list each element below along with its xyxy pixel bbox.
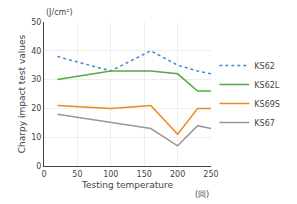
svg-text:KS62L: KS62L xyxy=(254,81,280,90)
svg-text:50: 50 xyxy=(31,18,41,27)
svg-text:40: 40 xyxy=(31,47,41,56)
svg-text:30: 30 xyxy=(31,75,41,84)
svg-text:250: 250 xyxy=(203,170,218,179)
svg-text:(回): (回) xyxy=(195,190,209,199)
svg-text:50: 50 xyxy=(72,170,82,179)
svg-text:(J/cm²): (J/cm²) xyxy=(46,8,73,17)
svg-text:0: 0 xyxy=(36,162,41,171)
svg-text:20: 20 xyxy=(31,104,41,113)
svg-text:KS62: KS62 xyxy=(254,62,275,71)
svg-text:200: 200 xyxy=(170,170,185,179)
svg-text:KS69S: KS69S xyxy=(254,100,280,109)
svg-text:100: 100 xyxy=(103,170,118,179)
svg-text:KS67: KS67 xyxy=(254,119,275,128)
svg-text:10: 10 xyxy=(31,133,41,142)
svg-text:Charpy impact test values: Charpy impact test values xyxy=(17,35,27,154)
svg-text:150: 150 xyxy=(137,170,152,179)
svg-text:0: 0 xyxy=(41,170,46,179)
svg-text:Testing temperature: Testing temperature xyxy=(81,180,174,190)
